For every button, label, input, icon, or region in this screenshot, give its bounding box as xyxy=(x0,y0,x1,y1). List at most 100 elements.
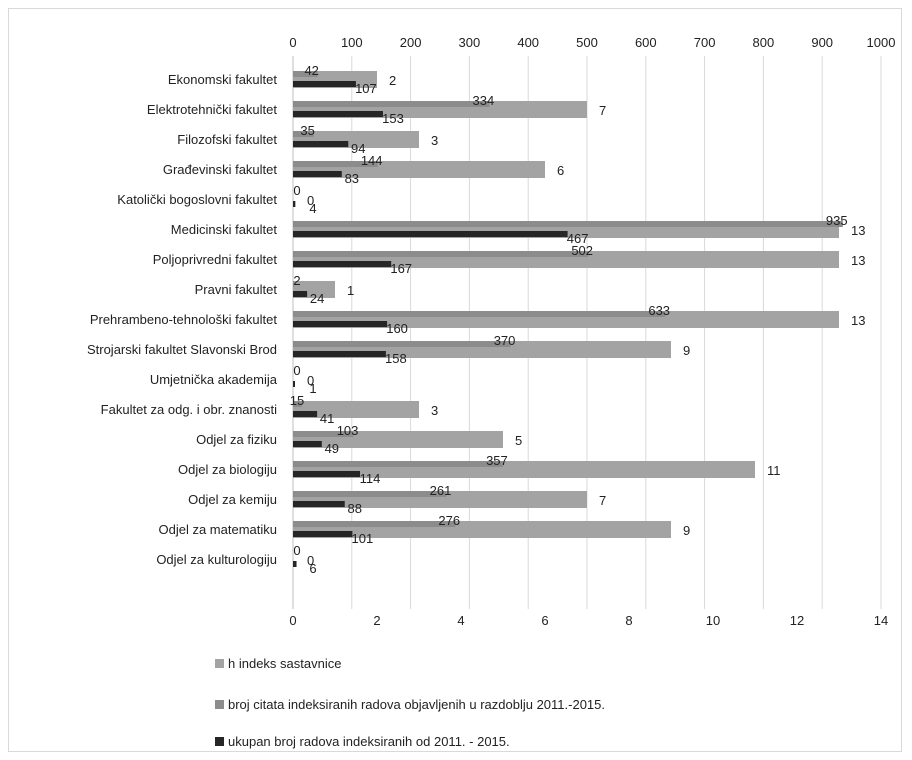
data-label-citations: 633 xyxy=(648,303,670,318)
data-label-h-index: 3 xyxy=(431,133,438,148)
category-label: Pravni fakultet xyxy=(195,282,278,297)
top-axis-tick-label: 1000 xyxy=(867,35,896,50)
data-label-citations: 0 xyxy=(293,543,300,558)
data-label-h-index: 0 xyxy=(307,553,314,568)
bottom-axis-tick-label: 12 xyxy=(790,613,804,628)
data-label-citations: 370 xyxy=(494,333,516,348)
data-label-citations: 0 xyxy=(293,183,300,198)
data-label-total-papers: 160 xyxy=(386,321,408,336)
category-label: Elektrotehnički fakultet xyxy=(147,102,277,117)
top-axis-tick-label: 100 xyxy=(341,35,363,50)
category-label: Odjel za kemiju xyxy=(188,492,277,507)
legend-item: broj citata indeksiranih radova objavlje… xyxy=(215,695,605,713)
bar-total-papers xyxy=(293,501,345,507)
data-label-h-index: 9 xyxy=(683,523,690,538)
bar-citations xyxy=(293,401,302,407)
legend-label: h indeks sastavnice xyxy=(228,655,342,671)
data-label-citations: 15 xyxy=(290,393,304,408)
bottom-axis-tick-label: 14 xyxy=(874,613,888,628)
top-axis-tick-label: 900 xyxy=(811,35,833,50)
category-label: Građevinski fakultet xyxy=(163,162,278,177)
category-label: Poljoprivredni fakultet xyxy=(153,252,278,267)
bottom-axis-tick-label: 6 xyxy=(541,613,548,628)
legend-swatch xyxy=(215,658,224,668)
top-axis-tick-label: 500 xyxy=(576,35,598,50)
data-label-total-papers: 49 xyxy=(325,441,339,456)
data-label-h-index: 13 xyxy=(851,253,865,268)
legend-item: ukupan broj radova indeksiranih od 2011.… xyxy=(215,732,510,750)
data-label-total-papers: 83 xyxy=(345,171,359,186)
data-label-citations: 144 xyxy=(361,153,383,168)
data-label-citations: 42 xyxy=(304,63,318,78)
bottom-axis-tick-label: 8 xyxy=(625,613,632,628)
bottom-axis-tick-label: 4 xyxy=(457,613,464,628)
category-label: Prehrambeno-tehnološki fakultet xyxy=(90,312,278,327)
bar-citations xyxy=(293,341,511,347)
data-label-citations: 0 xyxy=(293,363,300,378)
bar-total-papers xyxy=(293,411,318,417)
category-label: Fakultet za odg. i obr. znanosti xyxy=(101,402,277,417)
data-label-total-papers: 167 xyxy=(390,261,412,276)
bar-total-papers xyxy=(293,531,353,537)
data-label-h-index: 7 xyxy=(599,493,606,508)
top-axis-tick-label: 300 xyxy=(459,35,481,50)
bar-total-papers xyxy=(293,321,388,327)
bar-citations xyxy=(293,131,314,137)
bar-citations xyxy=(293,521,456,527)
data-label-total-papers: 88 xyxy=(348,501,362,516)
data-label-total-papers: 107 xyxy=(355,81,377,96)
bar-total-papers xyxy=(293,351,386,357)
data-label-total-papers: 94 xyxy=(351,141,365,156)
top-axis-tick-label: 800 xyxy=(753,35,775,50)
bar-total-papers xyxy=(293,111,383,117)
bar-citations xyxy=(293,251,589,257)
data-label-h-index: 2 xyxy=(389,73,396,88)
data-label-h-index: 7 xyxy=(599,103,606,118)
bar-total-papers xyxy=(293,261,392,267)
bar-h-index xyxy=(293,401,419,418)
data-label-total-papers: 24 xyxy=(310,291,324,306)
bar-citations xyxy=(293,71,318,77)
data-label-h-index: 3 xyxy=(431,403,438,418)
data-label-citations: 334 xyxy=(473,93,495,108)
data-label-h-index: 1 xyxy=(347,283,354,298)
bar-total-papers xyxy=(293,81,356,87)
data-label-h-index: 11 xyxy=(767,463,781,478)
data-label-h-index: 0 xyxy=(307,373,314,388)
bar-citations xyxy=(293,431,354,437)
bar-citations xyxy=(293,221,843,227)
data-label-total-papers: 101 xyxy=(352,531,374,546)
bottom-axis-tick-label: 0 xyxy=(289,613,296,628)
legend-label: ukupan broj radova indeksiranih od 2011.… xyxy=(228,733,510,749)
data-label-citations: 35 xyxy=(300,123,314,138)
bar-citations xyxy=(293,281,295,287)
bar-citations xyxy=(293,101,490,107)
bar-total-papers xyxy=(293,561,297,567)
bar-total-papers xyxy=(293,381,295,387)
data-label-h-index: 5 xyxy=(515,433,522,448)
data-label-h-index: 9 xyxy=(683,343,690,358)
data-label-total-papers: 4 xyxy=(309,201,316,216)
top-axis-tick-label: 600 xyxy=(635,35,657,50)
data-label-total-papers: 467 xyxy=(567,231,589,246)
category-label: Ekonomski fakultet xyxy=(168,72,277,87)
data-label-h-index: 13 xyxy=(851,313,865,328)
legend-item: h indeks sastavnice xyxy=(215,654,341,672)
data-label-total-papers: 153 xyxy=(382,111,404,126)
legend-label: broj citata indeksiranih radova objavlje… xyxy=(228,696,605,712)
chart-frame: 0 100 200 300 400 500 600 700 800 900 1000 0 2 4 6 8 10 1… xyxy=(8,8,902,752)
category-label: Strojarski fakultet Slavonski Brod xyxy=(87,342,277,357)
bottom-axis-tick-label: 10 xyxy=(706,613,720,628)
bottom-axis-tick-label: 2 xyxy=(373,613,380,628)
bar-citations xyxy=(293,311,666,317)
category-label: Filozofski fakultet xyxy=(177,132,277,147)
category-label: Medicinski fakultet xyxy=(171,222,278,237)
data-label-citations: 261 xyxy=(430,483,452,498)
data-label-h-index: 13 xyxy=(851,223,865,238)
legend-swatch xyxy=(215,736,224,746)
data-label-citations: 502 xyxy=(571,243,593,258)
data-label-h-index: 6 xyxy=(557,163,564,178)
data-label-total-papers: 41 xyxy=(320,411,334,426)
bar-total-papers xyxy=(293,291,308,297)
bar-total-papers xyxy=(293,141,349,147)
